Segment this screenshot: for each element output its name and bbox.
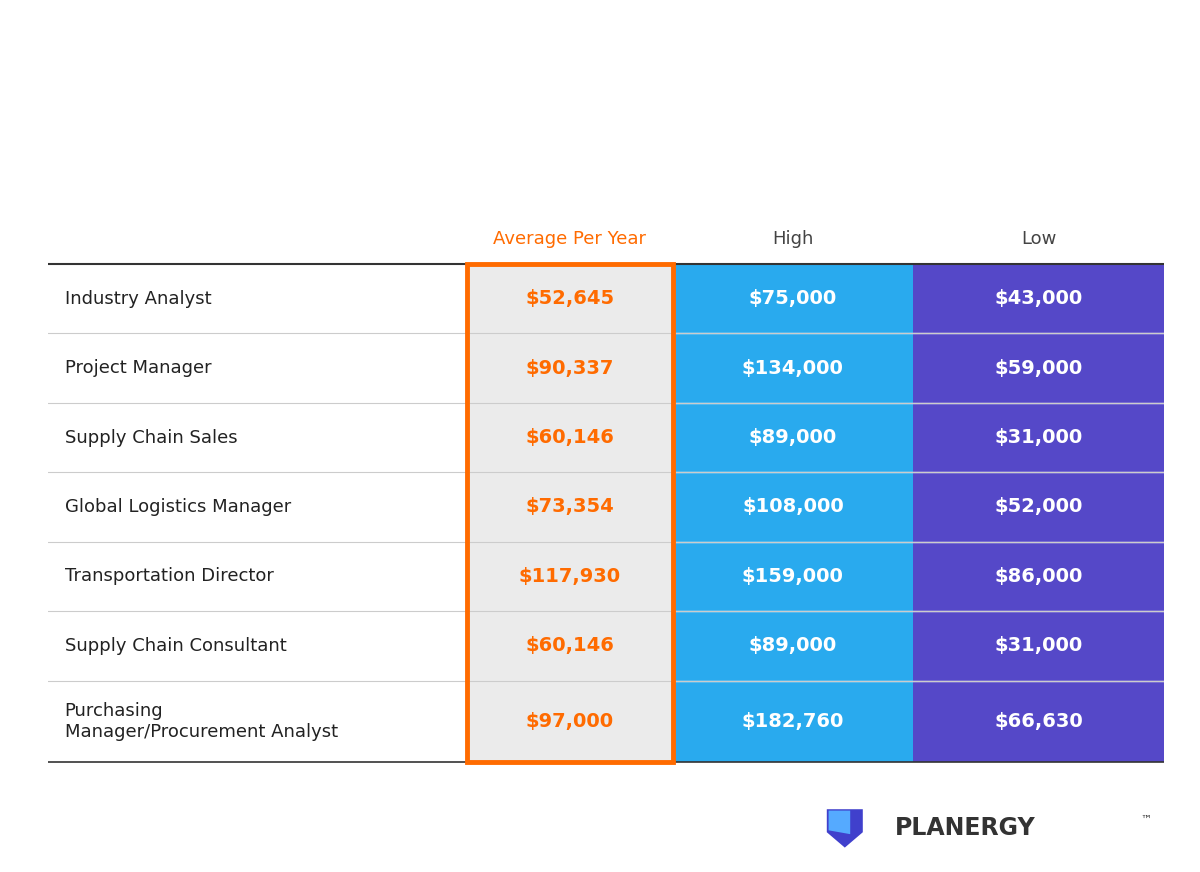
- Text: Salary Statistics: Salary Statistics: [344, 28, 856, 82]
- Text: $90,337: $90,337: [526, 358, 614, 378]
- Bar: [913, 403, 1164, 473]
- Bar: [467, 681, 673, 762]
- Bar: [467, 333, 673, 403]
- Text: $117,930: $117,930: [518, 567, 620, 586]
- Bar: [467, 473, 673, 542]
- Text: $108,000: $108,000: [742, 498, 844, 516]
- Text: Industry Analyst: Industry Analyst: [65, 290, 211, 308]
- Text: Project Manager: Project Manager: [65, 359, 211, 377]
- Bar: [673, 264, 913, 333]
- Text: $43,000: $43,000: [995, 290, 1082, 308]
- Bar: [467, 542, 673, 611]
- Bar: [913, 681, 1164, 762]
- Bar: [467, 264, 673, 762]
- Text: Purchasing
Manager/Procurement Analyst: Purchasing Manager/Procurement Analyst: [65, 702, 338, 740]
- Text: $134,000: $134,000: [742, 358, 844, 378]
- Bar: [673, 681, 913, 762]
- Text: PLANERGY: PLANERGY: [895, 816, 1036, 841]
- Polygon shape: [827, 809, 863, 848]
- Text: $89,000: $89,000: [749, 428, 838, 447]
- Text: $60,146: $60,146: [526, 428, 614, 447]
- Bar: [673, 611, 913, 681]
- Bar: [673, 333, 913, 403]
- Text: Low: Low: [1021, 230, 1056, 248]
- Text: $97,000: $97,000: [526, 712, 613, 731]
- Text: $31,000: $31,000: [995, 428, 1082, 447]
- Text: $86,000: $86,000: [995, 567, 1082, 586]
- Text: Supply Chain Sales: Supply Chain Sales: [65, 428, 238, 446]
- Text: $52,000: $52,000: [995, 498, 1082, 516]
- Bar: [913, 473, 1164, 542]
- Text: $66,630: $66,630: [994, 712, 1082, 731]
- Bar: [673, 473, 913, 542]
- Polygon shape: [829, 811, 851, 835]
- Text: For Each Role in Supply Chain Management: For Each Role in Supply Chain Management: [227, 103, 973, 133]
- Bar: [467, 403, 673, 473]
- Bar: [913, 542, 1164, 611]
- Bar: [467, 264, 673, 333]
- Bar: [673, 403, 913, 473]
- Text: $159,000: $159,000: [742, 567, 844, 586]
- Bar: [467, 611, 673, 681]
- Text: High: High: [773, 230, 814, 248]
- Text: $75,000: $75,000: [749, 290, 838, 308]
- Text: Supply Chain Consultant: Supply Chain Consultant: [65, 637, 287, 655]
- Text: Global Logistics Manager: Global Logistics Manager: [65, 498, 290, 516]
- Text: $60,146: $60,146: [526, 637, 614, 656]
- Bar: [913, 611, 1164, 681]
- Bar: [913, 264, 1164, 333]
- Text: $31,000: $31,000: [995, 637, 1082, 656]
- Bar: [673, 542, 913, 611]
- Text: Transportation Director: Transportation Director: [65, 568, 274, 585]
- Text: $182,760: $182,760: [742, 712, 844, 731]
- Text: $52,645: $52,645: [526, 290, 614, 308]
- Text: ™: ™: [1140, 815, 1151, 825]
- Text: $59,000: $59,000: [995, 358, 1082, 378]
- Text: Average Per Year: Average Per Year: [493, 230, 647, 248]
- Text: $89,000: $89,000: [749, 637, 838, 656]
- Bar: [913, 333, 1164, 403]
- Text: $73,354: $73,354: [526, 498, 614, 516]
